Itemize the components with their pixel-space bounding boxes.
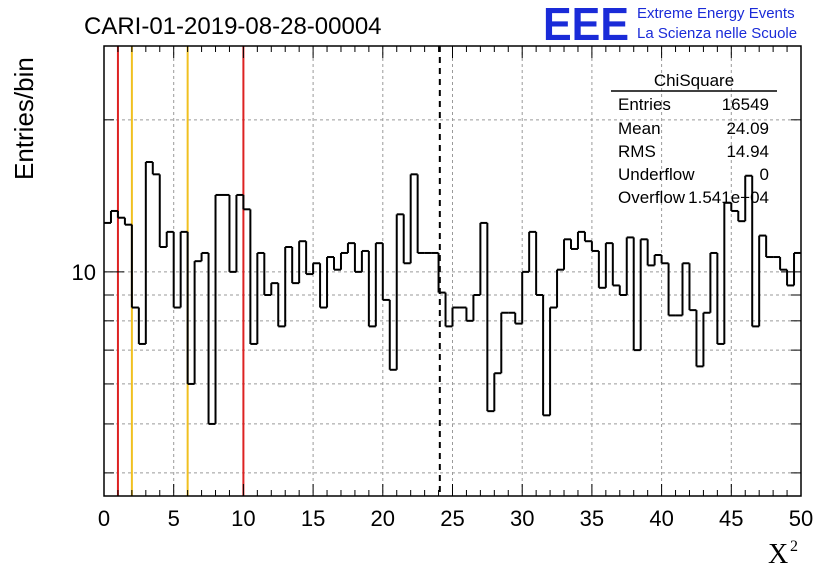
x-tick-label: 5 (168, 506, 180, 531)
stats-label: RMS (618, 142, 656, 161)
x-tick-label: 40 (649, 506, 673, 531)
x-tick-label: 30 (510, 506, 534, 531)
stats-label: Underflow (618, 165, 695, 184)
x-tick-label: 15 (301, 506, 325, 531)
stats-value: 14.94 (726, 142, 769, 161)
stats-label: Overflow (618, 188, 686, 207)
logo-line-2: La Scienza nelle Scuole (637, 25, 797, 42)
stats-value: 24.09 (726, 119, 769, 138)
stats-value: 0 (760, 165, 769, 184)
x-tick-label: 45 (719, 506, 743, 531)
x-tick-label: 0 (98, 506, 110, 531)
stats-label: Mean (618, 119, 661, 138)
x-axis-label-superscript: 2 (790, 538, 798, 555)
chart-title: CARI-01-2019-08-28-00004 (84, 13, 382, 40)
x-axis-label: X 2 (768, 538, 798, 570)
plot-area: 0 5 10 15 20 25 30 35 40 45 50 10 (72, 45, 813, 531)
x-tick-label: 10 (231, 506, 255, 531)
stats-box-title: ChiSquare (654, 71, 734, 90)
y-tick-label: 10 (72, 260, 96, 285)
logo-line-1: Extreme Energy Events (637, 5, 795, 22)
stats-value: 16549 (722, 95, 769, 114)
stats-label: Entries (618, 95, 671, 114)
x-tick-label: 25 (440, 506, 464, 531)
x-tick-label: 35 (580, 506, 604, 531)
eee-logo: EEE Extreme Energy Events La Scienza nel… (543, 0, 797, 50)
logo-mark: EEE (543, 0, 629, 50)
y-axis-label: Entries/bin (9, 57, 39, 180)
x-axis-label-main: X (768, 539, 788, 570)
x-tick-label: 50 (789, 506, 813, 531)
stats-box: ChiSquare Entries 16549 Mean 24.09 RMS 1… (611, 71, 777, 207)
stats-value: 1.541e+04 (688, 188, 769, 207)
x-tick-label: 20 (371, 506, 395, 531)
